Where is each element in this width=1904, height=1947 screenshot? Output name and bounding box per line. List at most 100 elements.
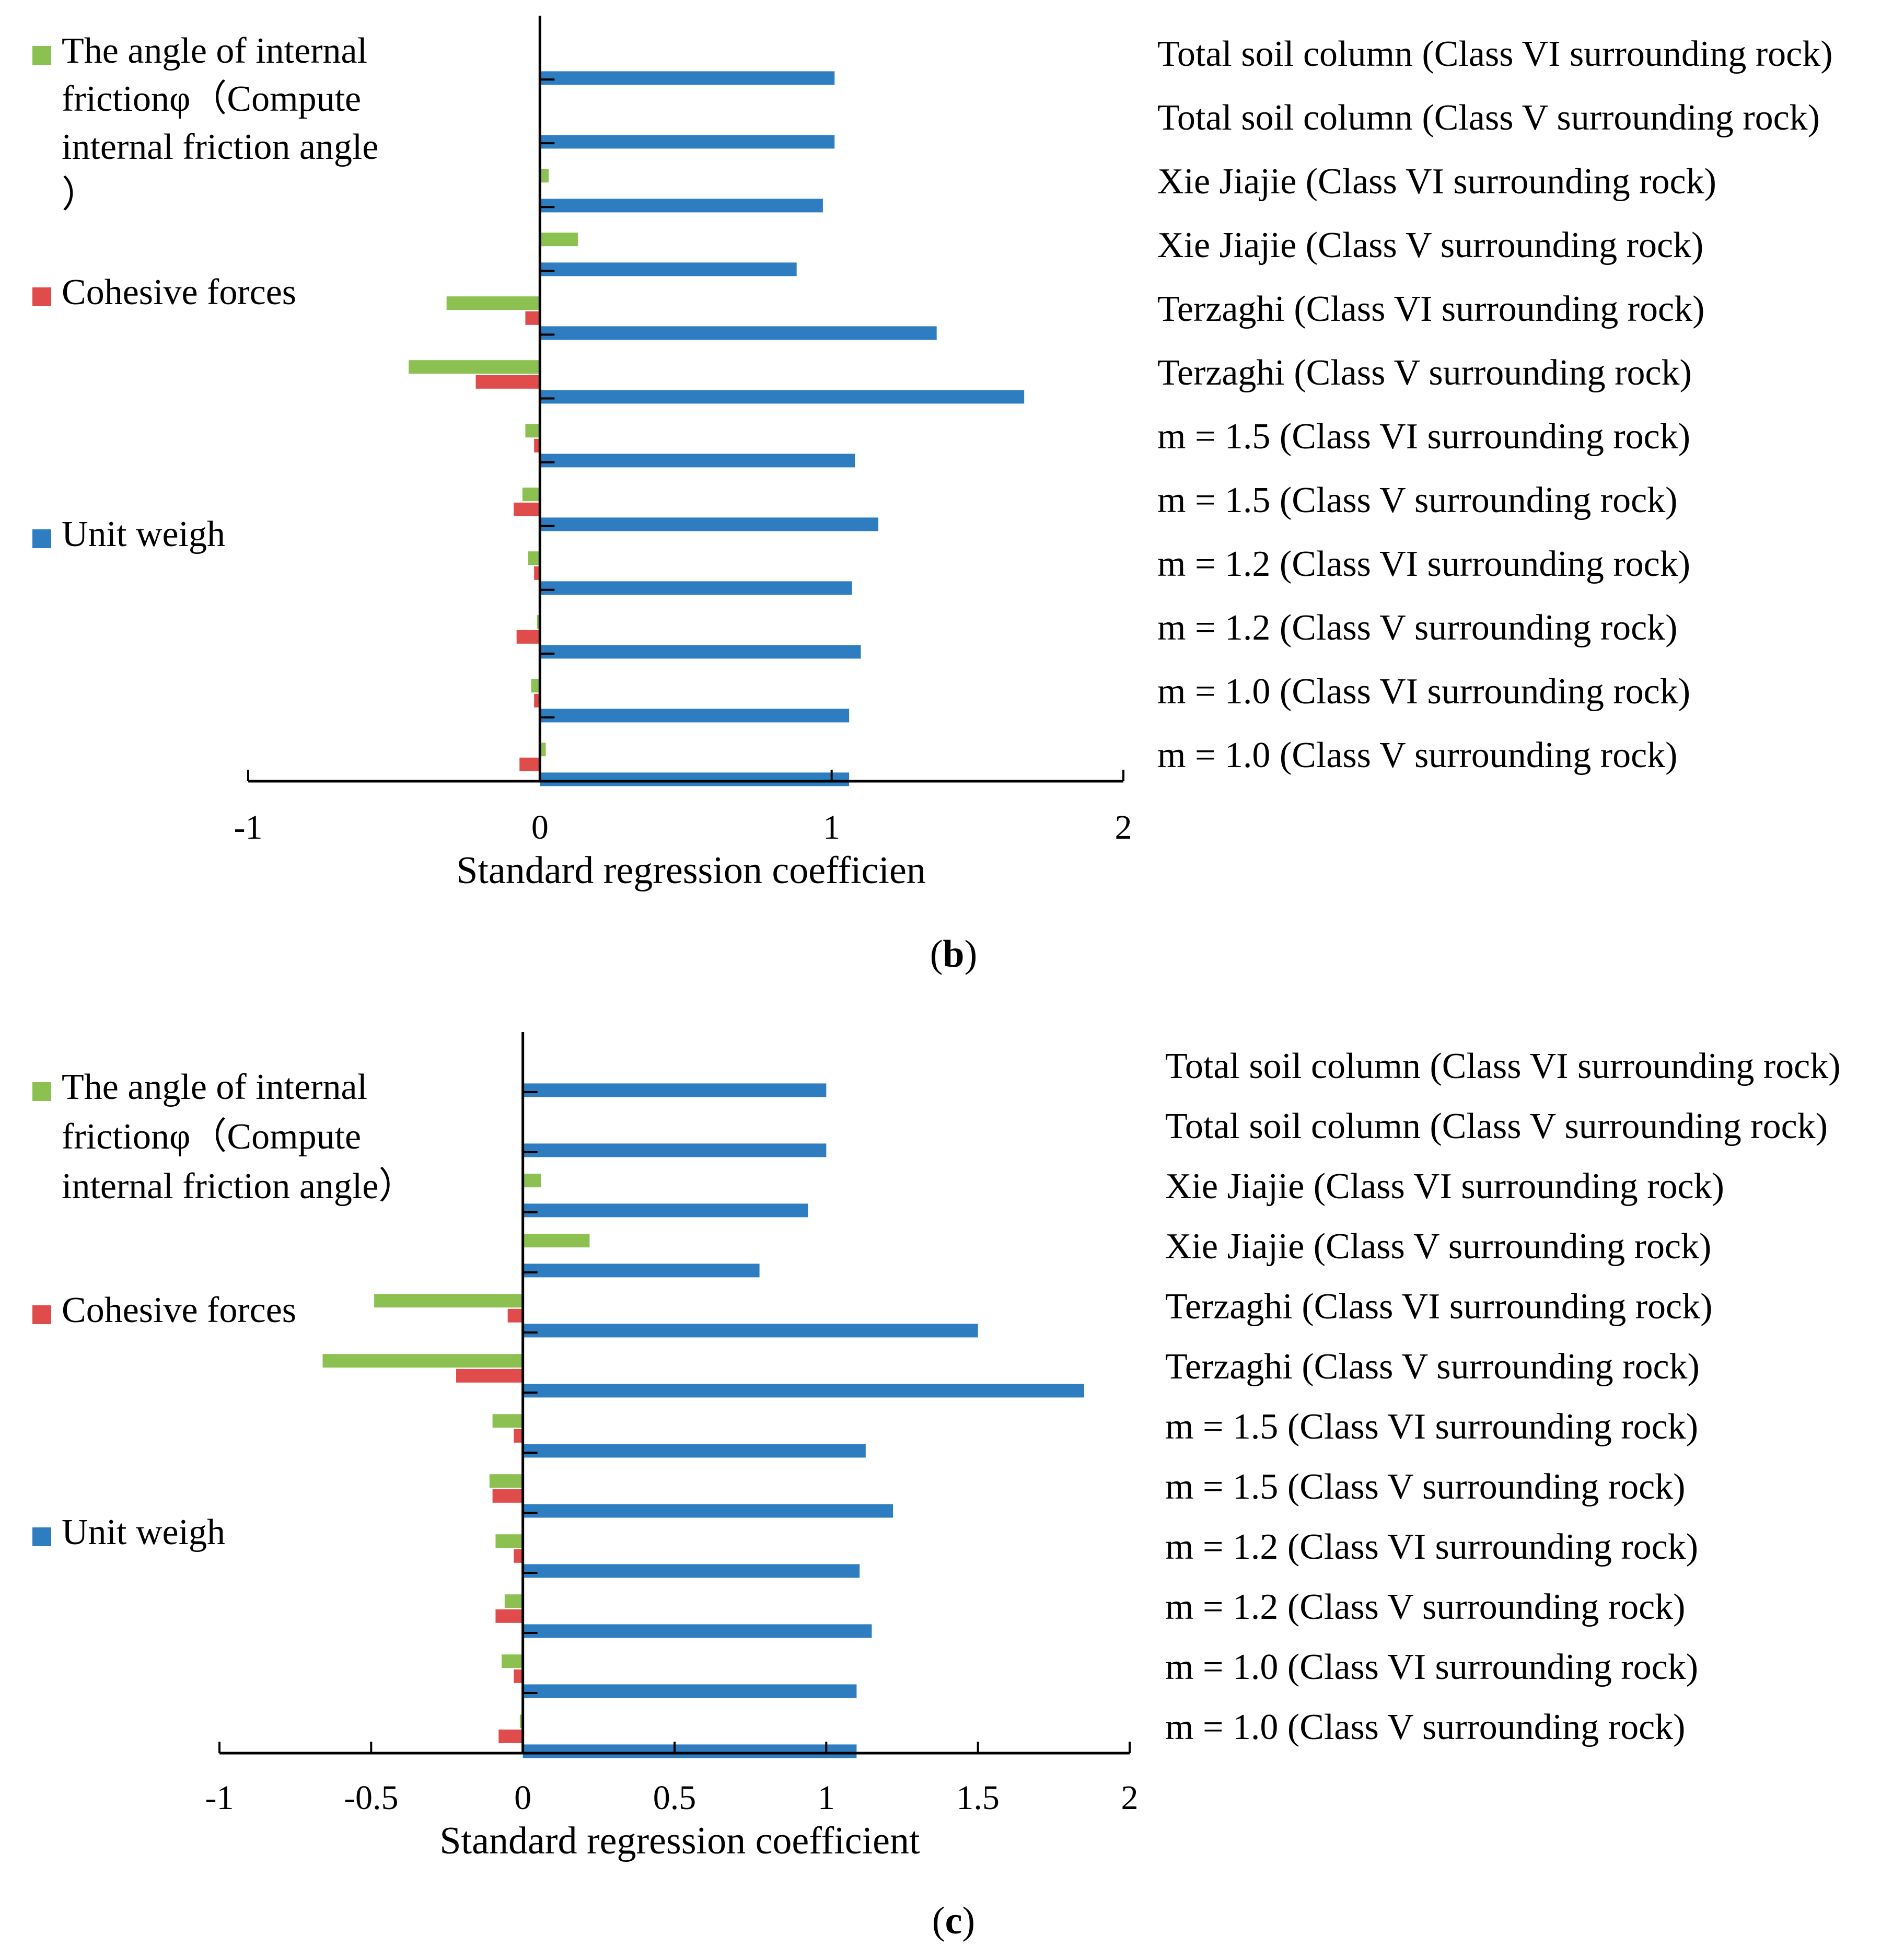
bar-friction-c-10 <box>502 1654 523 1668</box>
x-tick-label-c-6: 2 <box>1121 1779 1139 1817</box>
legend-text-friction-c-1: frictionφ（Compute <box>62 1117 361 1157</box>
bar-friction-b-5 <box>409 360 540 374</box>
chart-c: Total soil column (Class VI surrounding … <box>32 1032 1841 1942</box>
bar-unit_weight-b-7 <box>540 517 878 531</box>
bar-friction-c-2 <box>523 1174 541 1188</box>
bar-friction-c-8 <box>495 1534 523 1548</box>
bar-friction-c-7 <box>489 1474 523 1488</box>
bar-cohesion-b-6 <box>534 438 540 453</box>
bar-cohesion-c-5 <box>456 1369 523 1383</box>
bar-cohesion-b-10 <box>534 693 540 708</box>
bar-unit_weight-c-10 <box>523 1684 857 1698</box>
category-label-c-10: m = 1.0 (Class VI surrounding rock) <box>1165 1647 1698 1687</box>
bar-unit_weight-c-9 <box>523 1624 872 1638</box>
category-label-b-0: Total soil column (Class VI surrounding … <box>1157 34 1833 74</box>
category-label-c-9: m = 1.2 (Class V surrounding rock) <box>1165 1587 1685 1627</box>
bar-unit_weight-b-0 <box>540 71 835 85</box>
x-tick-label-c-5: 1.5 <box>956 1779 1000 1817</box>
legend-text-cohesion-b-0: Cohesive forces <box>62 272 296 312</box>
bar-unit_weight-c-0 <box>523 1083 827 1097</box>
legend-text-unit_weight-b-0: Unit weigh <box>62 514 225 554</box>
legend-text-friction-b-2: internal friction angle <box>62 127 378 167</box>
category-label-b-5: Terzaghi (Class V surrounding rock) <box>1157 353 1692 393</box>
category-label-c-7: m = 1.5 (Class V surrounding rock) <box>1165 1467 1685 1507</box>
x-tick-label-b-3: 2 <box>1115 808 1132 847</box>
bar-unit_weight-c-4 <box>523 1324 978 1338</box>
bar-unit_weight-b-8 <box>540 581 852 595</box>
bar-cohesion-c-11 <box>498 1729 523 1743</box>
category-label-b-4: Terzaghi (Class VI surrounding rock) <box>1157 289 1704 329</box>
bar-friction-b-4 <box>446 296 540 310</box>
bar-cohesion-c-4 <box>507 1308 523 1323</box>
panel-label-c: (c) <box>932 1899 975 1942</box>
category-label-b-3: Xie Jiajie (Class V surrounding rock) <box>1157 225 1703 265</box>
category-label-c-1: Total soil column (Class V surrounding r… <box>1165 1106 1828 1146</box>
x-axis-label-c: Standard regression coefficient <box>439 1819 920 1862</box>
bar-friction-b-11 <box>540 743 546 757</box>
legend-text-friction-b-0: The angle of internal <box>62 31 367 71</box>
bar-friction-c-11 <box>519 1714 523 1729</box>
bar-unit_weight-c-6 <box>523 1444 866 1458</box>
panel-label-b: (b) <box>930 933 977 976</box>
bar-friction-b-7 <box>522 488 540 502</box>
bar-friction-b-10 <box>531 679 540 693</box>
bar-friction-c-4 <box>374 1294 523 1308</box>
bar-unit_weight-c-11 <box>523 1744 857 1758</box>
bar-friction-b-6 <box>525 424 540 438</box>
x-tick-label-c-1: -0.5 <box>344 1779 398 1817</box>
bar-unit_weight-b-1 <box>540 135 835 149</box>
x-tick-label-b-2: 1 <box>823 808 840 847</box>
legend-text-friction-b-3: ） <box>62 175 98 215</box>
category-label-c-6: m = 1.5 (Class VI surrounding rock) <box>1165 1407 1698 1447</box>
legend-swatch-cohesion-b <box>32 287 51 306</box>
bar-cohesion-b-4 <box>525 311 540 325</box>
bar-cohesion-c-8 <box>514 1549 523 1563</box>
legend-swatch-friction-c <box>32 1082 51 1101</box>
legend-text-friction-c-0: The angle of internal <box>62 1067 367 1107</box>
category-label-c-0: Total soil column (Class VI surrounding … <box>1165 1046 1841 1086</box>
bar-friction-c-3 <box>523 1234 590 1248</box>
x-tick-label-c-4: 1 <box>818 1779 835 1817</box>
bar-unit_weight-c-3 <box>523 1264 760 1278</box>
x-tick-label-b-0: -1 <box>234 808 263 847</box>
bar-friction-b-3 <box>540 233 578 247</box>
bar-friction-b-8 <box>528 551 540 565</box>
bar-unit_weight-c-5 <box>523 1384 1084 1398</box>
x-tick-label-c-0: -1 <box>205 1779 234 1817</box>
bar-unit_weight-b-4 <box>540 326 937 340</box>
bar-unit_weight-b-9 <box>540 645 861 659</box>
bar-cohesion-c-6 <box>514 1429 523 1443</box>
x-tick-label-c-2: 0 <box>514 1779 531 1817</box>
category-label-c-11: m = 1.0 (Class V surrounding rock) <box>1165 1707 1685 1747</box>
x-axis-label-b: Standard regression coefficien <box>456 849 926 892</box>
category-label-b-8: m = 1.2 (Class VI surrounding rock) <box>1157 544 1690 584</box>
category-label-c-2: Xie Jiajie (Class VI surrounding rock) <box>1165 1166 1724 1207</box>
bar-unit_weight-b-3 <box>540 262 797 276</box>
bar-cohesion-b-8 <box>534 566 540 580</box>
bar-unit_weight-b-2 <box>540 199 823 213</box>
bar-cohesion-b-11 <box>519 757 540 771</box>
x-tick-label-c-3: 0.5 <box>653 1779 696 1817</box>
bar-unit_weight-c-7 <box>523 1504 893 1518</box>
category-label-b-9: m = 1.2 (Class V surrounding rock) <box>1157 608 1677 648</box>
category-label-b-1: Total soil column (Class V surrounding r… <box>1157 98 1820 138</box>
category-label-b-6: m = 1.5 (Class VI surrounding rock) <box>1157 416 1690 457</box>
bar-cohesion-c-7 <box>492 1489 523 1503</box>
category-label-b-11: m = 1.0 (Class V surrounding rock) <box>1157 735 1677 775</box>
bar-unit_weight-b-10 <box>540 709 850 723</box>
legend-text-unit_weight-c-0: Unit weigh <box>62 1512 225 1552</box>
legend-text-friction-c-2: internal friction angle） <box>62 1166 415 1207</box>
legend-swatch-friction-b <box>32 46 51 65</box>
bar-friction-c-9 <box>504 1594 523 1608</box>
bar-cohesion-b-7 <box>514 502 540 516</box>
category-label-c-3: Xie Jiajie (Class V surrounding rock) <box>1165 1226 1711 1267</box>
category-label-b-10: m = 1.0 (Class VI surrounding rock) <box>1157 671 1690 712</box>
legend-swatch-cohesion-c <box>32 1305 51 1324</box>
bar-unit_weight-c-1 <box>523 1143 827 1157</box>
chart-b: Total soil column (Class VI surrounding … <box>32 16 1833 976</box>
legend-swatch-unit_weight-c <box>32 1527 51 1546</box>
category-label-b-7: m = 1.5 (Class V surrounding rock) <box>1157 480 1677 520</box>
legend-swatch-unit_weight-b <box>32 529 51 548</box>
bar-cohesion-b-5 <box>475 375 540 389</box>
